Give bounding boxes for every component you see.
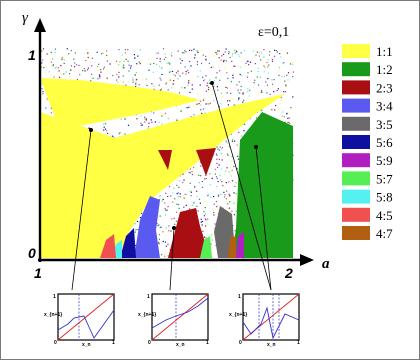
legend-label-2-3: 2:3 <box>376 80 393 95</box>
legend-swatch-4-5 <box>342 207 370 222</box>
legend-swatch-5-7 <box>342 171 370 186</box>
map-curve <box>151 297 209 329</box>
legend-swatch-5-6 <box>342 135 370 149</box>
legend-swatch-5-9 <box>342 153 370 168</box>
inset-x-tick-1: 1 <box>206 340 209 346</box>
legend-label-3-4: 3:4 <box>376 99 393 114</box>
inset-y-tick-1: 1 <box>53 294 56 300</box>
legend-swatch-3-4 <box>342 98 370 113</box>
pointer-lines <box>71 81 272 291</box>
inset-ylabel: x_{n+1} <box>138 312 156 318</box>
legend-label-5-9: 5:9 <box>376 153 393 168</box>
legend-swatch-4-7 <box>342 226 370 240</box>
region-3-5 <box>214 206 234 258</box>
legend-swatch-1-1 <box>342 44 370 58</box>
region-4-7 <box>228 236 236 258</box>
region-5-6 <box>120 228 136 258</box>
legend-label-5-8: 5:8 <box>376 190 393 205</box>
x-axis-label: a <box>322 256 330 272</box>
x-axis-arrow <box>300 254 314 266</box>
y-axis-label: γ <box>22 10 29 26</box>
identity-line <box>57 293 115 341</box>
legend-swatch-5-8 <box>342 189 370 204</box>
x-tick-left: 1 <box>34 265 42 281</box>
y-tick-top: 1 <box>28 47 36 63</box>
region-4-5 <box>100 234 116 258</box>
region-3-4 <box>134 196 160 258</box>
map-curve <box>57 309 115 339</box>
legend-swatch-1-2 <box>342 62 370 77</box>
return-map-inset-2: 0 1 1 x_n x_{n+1} <box>138 293 209 348</box>
inset-xlabel: x_n <box>82 342 91 348</box>
region-2-3 <box>158 148 216 258</box>
legend-label-5-7: 5:7 <box>376 171 393 186</box>
inset-ylabel: x_{n+1} <box>229 312 247 318</box>
inset-xlabel: x_n <box>176 342 185 348</box>
inset-x-tick-1: 1 <box>112 340 115 346</box>
legend-swatch-2-3 <box>342 80 370 95</box>
map-curve <box>242 306 300 340</box>
inset-y-tick-1: 1 <box>238 294 241 300</box>
identity-line <box>151 293 209 341</box>
x-tick-right: 2 <box>284 265 293 281</box>
return-map-inset-1: 0 1 1 x_n x_{n+1} <box>44 293 115 348</box>
y-axis-arrow <box>34 18 46 32</box>
legend-label-4-5: 4:5 <box>376 208 393 223</box>
region-1-2 <box>232 112 293 258</box>
y-tick-bottom: 0 <box>28 245 36 261</box>
legend: 1:1 1:2 2:3 3:4 3:5 5:6 5:9 5:7 5:8 4:5 4:7 <box>342 44 393 241</box>
inset-x-tick-0: 0 <box>148 340 151 346</box>
legend-label-4-7: 4:7 <box>376 226 393 241</box>
legend-swatch-3-5 <box>342 116 370 131</box>
return-map-insets: 0 1 1 x_n x_{n+1} 0 1 1 x_n x_{n+1} 0 1 1 x_n x_{n+1} <box>44 293 300 348</box>
legend-label-1-2: 1:2 <box>376 62 393 77</box>
inset-x-tick-0: 0 <box>54 340 57 346</box>
legend-label-1-1: 1:1 <box>376 44 393 59</box>
legend-label-3-5: 3:5 <box>376 117 393 132</box>
inset-x-tick-1: 1 <box>297 340 300 346</box>
inset-xlabel: x_n <box>267 342 276 348</box>
inset-y-tick-1: 1 <box>147 294 150 300</box>
inset-x-tick-0: 0 <box>239 340 242 346</box>
region-5-9 <box>236 232 244 258</box>
legend-label-5-6: 5:6 <box>376 135 393 150</box>
region-5-7 <box>200 236 212 258</box>
inset-ylabel: x_{n+1} <box>44 312 62 318</box>
epsilon-label: ε=0,1 <box>258 25 289 40</box>
return-map-inset-3: 0 1 1 x_n x_{n+1} <box>229 293 300 348</box>
